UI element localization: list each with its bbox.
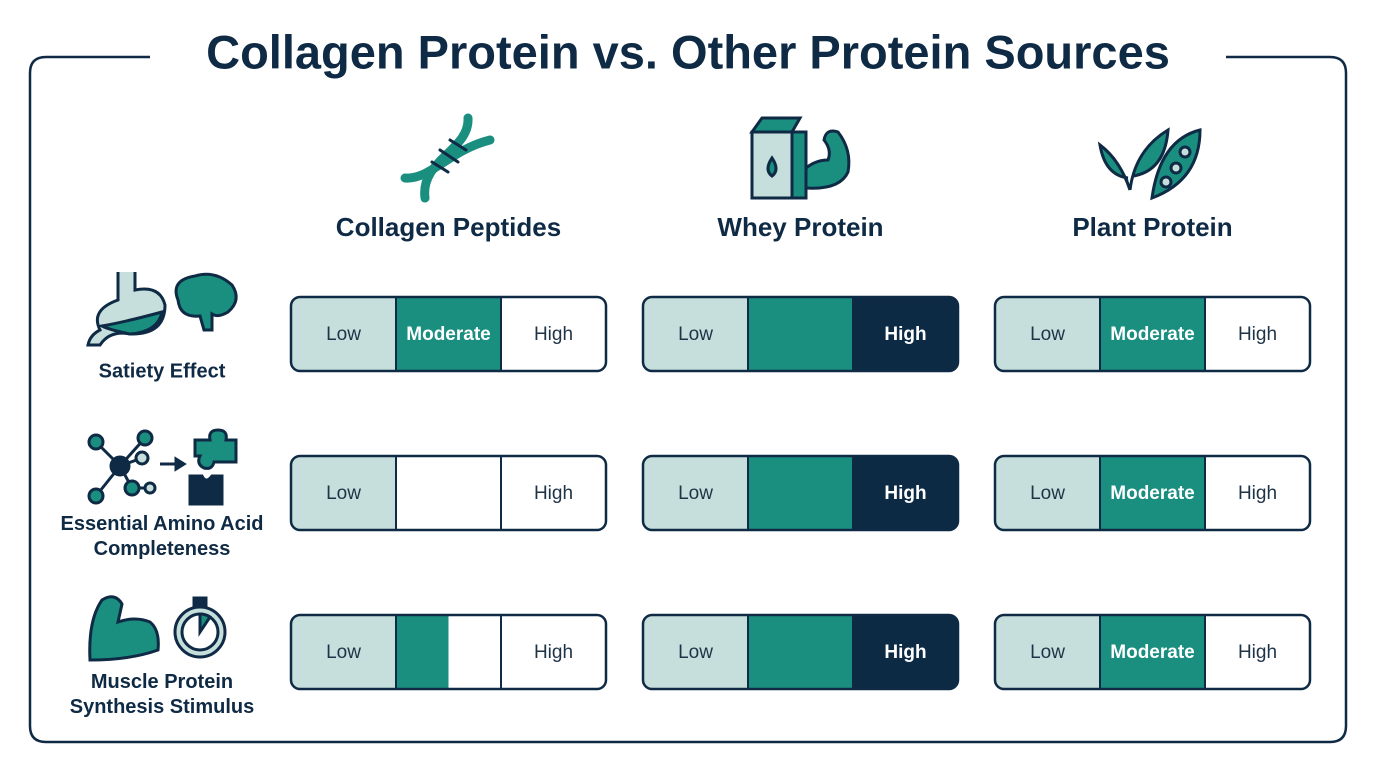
segment-fill — [995, 615, 1101, 689]
segment-fill — [1205, 297, 1310, 371]
rating-bar-border — [289, 454, 608, 532]
segment-label: Moderate — [1110, 324, 1194, 345]
segment-fill — [853, 297, 958, 371]
segment-fill — [643, 615, 749, 689]
segment-label: Low — [1030, 483, 1065, 504]
segment-fill — [1100, 615, 1206, 689]
amino-icon — [87, 428, 238, 506]
segment-fill — [995, 297, 1101, 371]
rating-bar-border — [641, 613, 960, 691]
rating-bar-border — [993, 613, 1312, 691]
rating-bar-border — [641, 454, 960, 532]
segment-label: Low — [678, 642, 713, 663]
rating-bar — [291, 297, 606, 371]
rating-bar — [643, 615, 958, 689]
rating-bar — [643, 456, 958, 530]
title: Collagen Protein vs. Other Protein Sourc… — [206, 25, 1170, 78]
plant-icon — [1097, 127, 1202, 201]
segment-fill — [291, 615, 397, 689]
frame — [28, 55, 1348, 744]
segment-label: High — [1238, 483, 1277, 504]
rating-bar — [291, 615, 606, 689]
segment-fill — [501, 297, 606, 371]
segment-label: Low — [326, 483, 361, 504]
segment-fill — [291, 297, 397, 371]
segment-fill — [1100, 297, 1206, 371]
segment-fill — [748, 297, 854, 371]
segment-fill — [643, 456, 749, 530]
rating-bar — [643, 297, 958, 371]
synthesis-icon — [88, 595, 227, 662]
rating-bar — [995, 297, 1310, 371]
segment-fill — [748, 456, 854, 530]
segment-fill — [501, 615, 606, 689]
segment-fill — [1205, 615, 1310, 689]
rating-bar-border — [993, 454, 1312, 532]
segment-label: Low — [678, 324, 713, 345]
row-label: Synthesis Stimulus — [70, 696, 255, 718]
row-label: Essential Amino Acid — [60, 513, 263, 535]
rating-bar — [291, 456, 606, 530]
row-label: Completeness — [94, 538, 231, 560]
segment-fill — [448, 615, 502, 689]
segment-fill — [396, 297, 502, 371]
row-label: Satiety Effect — [99, 360, 226, 382]
segment-label: High — [1238, 642, 1277, 663]
segment-fill — [853, 615, 958, 689]
segment-fill — [291, 456, 397, 530]
segment-label: Moderate — [1110, 483, 1194, 504]
rating-bar-border — [289, 295, 608, 373]
segment-label: Low — [678, 483, 713, 504]
segment-fill — [1205, 456, 1310, 530]
segment-fill — [995, 456, 1101, 530]
segment-label: Low — [1030, 324, 1065, 345]
segment-fill — [396, 456, 502, 530]
segment-fill — [748, 615, 854, 689]
segment-label: Moderate — [406, 324, 490, 345]
segment-fill — [396, 615, 449, 689]
segment-label: High — [534, 324, 573, 345]
segment-label: Low — [326, 642, 361, 663]
segment-label: Low — [326, 324, 361, 345]
segment-label: Moderate — [1110, 642, 1194, 663]
rating-bar-border — [641, 295, 960, 373]
whey-icon — [749, 116, 851, 200]
satiety-icon — [86, 272, 238, 347]
segment-fill — [1100, 456, 1206, 530]
segment-label: High — [884, 324, 926, 345]
rating-bar-border — [993, 295, 1312, 373]
column-header: Plant Protein — [1072, 212, 1232, 242]
segment-fill — [853, 456, 958, 530]
segment-label: High — [884, 483, 926, 504]
rating-bar — [995, 456, 1310, 530]
row-label: Muscle Protein — [91, 671, 233, 693]
segment-label: High — [534, 483, 573, 504]
segment-label: High — [884, 642, 926, 663]
segment-label: High — [534, 642, 573, 663]
column-header: Whey Protein — [717, 212, 883, 242]
segment-label: Low — [1030, 642, 1065, 663]
segment-label: High — [1238, 324, 1277, 345]
rating-bar-border — [289, 613, 608, 691]
rating-bar — [995, 615, 1310, 689]
segment-fill — [501, 456, 606, 530]
segment-fill — [643, 297, 749, 371]
column-header: Collagen Peptides — [336, 212, 561, 242]
dna-icon — [400, 113, 495, 203]
